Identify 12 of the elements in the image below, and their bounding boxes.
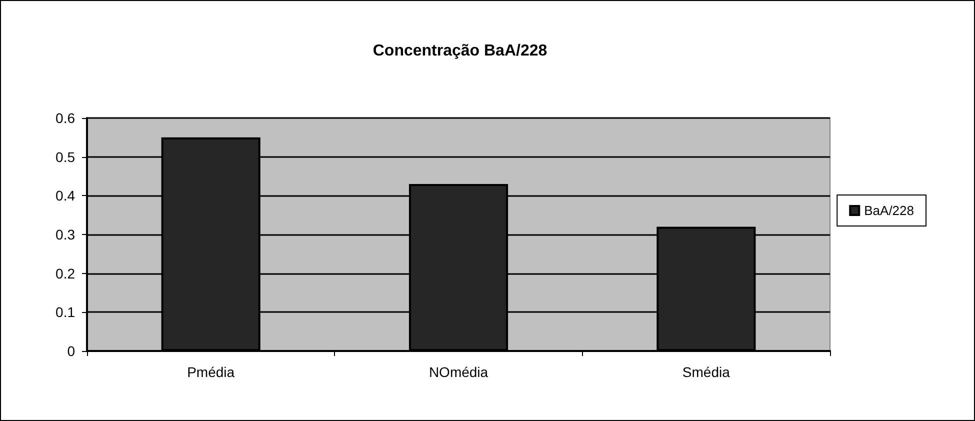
y-tick-label: 0.6 bbox=[56, 110, 76, 126]
chart-title: Concentração BaA/228 bbox=[372, 42, 548, 60]
y-tick-label: 0.2 bbox=[56, 265, 76, 282]
y-tick-label: 0.4 bbox=[56, 188, 76, 204]
y-tick-label: 0 bbox=[67, 343, 76, 359]
x-tick-label: Pmédia bbox=[187, 364, 235, 380]
y-tick-label: 0.5 bbox=[56, 148, 76, 165]
x-tick-label: Smédia bbox=[682, 364, 730, 380]
y-tick-label: 0.3 bbox=[56, 226, 76, 242]
y-tick-label: 0.1 bbox=[56, 304, 76, 320]
legend-label: BaA/228 bbox=[864, 203, 914, 218]
x-tick-label: NOmédia bbox=[428, 364, 488, 380]
